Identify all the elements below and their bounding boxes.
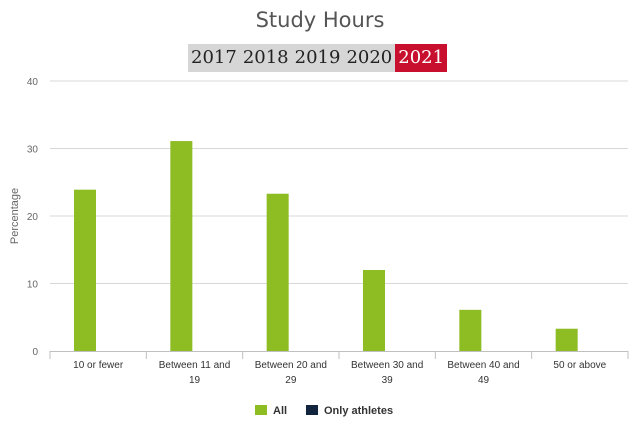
y-tick-label: 0 — [32, 347, 38, 358]
year-tab-2019[interactable]: 2019 — [294, 47, 341, 68]
x-tick-label: Between 40 and 49 — [447, 360, 519, 386]
bar-all — [459, 309, 482, 351]
bar-all — [363, 270, 385, 351]
x-tick-label: 10 or fewer — [73, 360, 124, 371]
x-tick-label: Between 30 and 39 — [351, 360, 423, 386]
legend-swatch-all — [255, 405, 267, 415]
year-tab-2021[interactable]: 2021 — [395, 44, 448, 72]
bar-all — [170, 141, 193, 351]
legend-label-all: All — [273, 405, 287, 417]
legend-label-only-athletes: Only athletes — [324, 405, 393, 417]
legend-swatch-only-athletes — [306, 405, 318, 415]
y-axis-title: Percentage — [9, 188, 21, 244]
y-tick-label: 40 — [27, 77, 39, 88]
x-tick-label: Between 11 and 19 — [159, 360, 231, 386]
bar-all — [266, 193, 289, 351]
year-tab-2017[interactable]: 2017 — [191, 47, 237, 68]
y-tick-label: 20 — [27, 212, 39, 223]
bar-all — [74, 189, 96, 351]
bar-all — [555, 328, 578, 351]
year-tab-2020[interactable]: 2020 — [346, 47, 393, 68]
y-tick-label: 10 — [27, 280, 39, 291]
y-tick-label: 30 — [27, 145, 39, 156]
x-tick-label: Between 20 and 29 — [255, 360, 327, 386]
year-selector: 2017 2018 2019 2020 2021 — [188, 44, 448, 72]
year-tab-2018[interactable]: 2018 — [242, 47, 289, 68]
chart-title: Study Hours — [255, 8, 385, 32]
x-tick-label: 50 or above — [553, 360, 606, 371]
